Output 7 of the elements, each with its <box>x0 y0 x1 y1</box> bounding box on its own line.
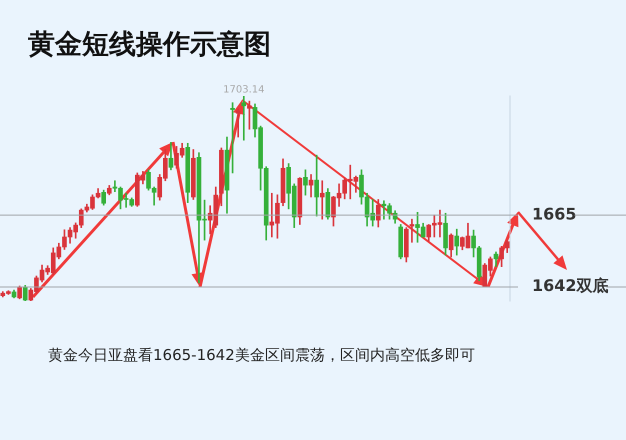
candlestick <box>308 174 314 198</box>
y-tick-label: 1665 <box>532 204 577 224</box>
text: 黄金今日亚盘看1665-1642美金区间震荡，区间内高空低多即可 <box>48 346 475 365</box>
chart-title: 黄金短线操作示意图 <box>28 28 271 62</box>
candlestick <box>410 218 414 243</box>
y-tick-label: 1642双底 <box>532 276 609 296</box>
annotation: 1703.14 <box>223 84 264 96</box>
